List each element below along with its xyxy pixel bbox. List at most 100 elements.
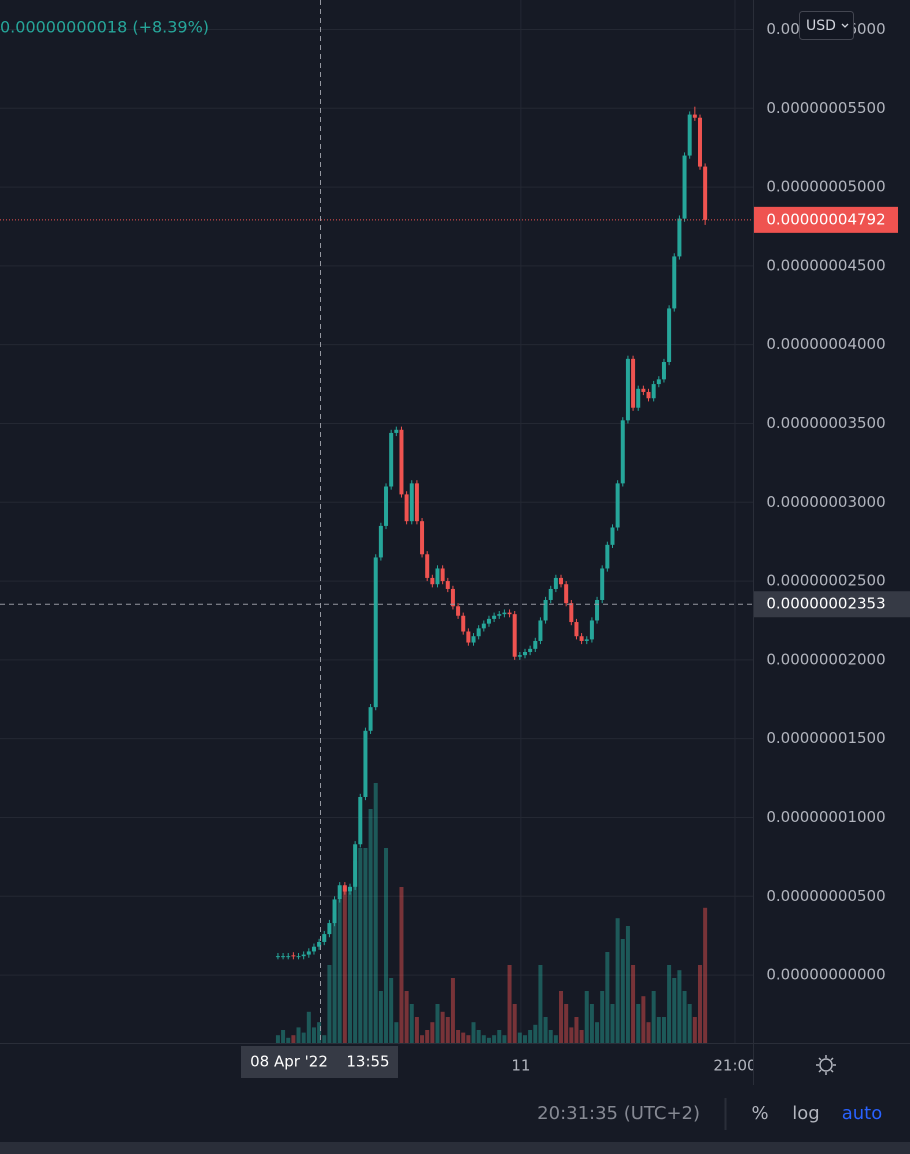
y-tick-label: 0.00000002500 bbox=[766, 572, 885, 590]
currency-chevron[interactable] bbox=[841, 23, 849, 28]
candle-body bbox=[682, 155, 687, 219]
settings-gear[interactable] bbox=[816, 1055, 836, 1075]
candle-body bbox=[456, 606, 461, 616]
volume-bar bbox=[440, 1011, 445, 1043]
volume-bar bbox=[507, 965, 512, 1043]
candle-body bbox=[687, 114, 692, 156]
candle-body bbox=[384, 486, 389, 526]
candle-body bbox=[667, 308, 672, 363]
y-tick-label: 0.00000004500 bbox=[766, 256, 885, 274]
volume-bar bbox=[548, 1030, 553, 1043]
candle-body bbox=[461, 615, 466, 632]
x-tick-label: 21:00 bbox=[713, 1057, 756, 1075]
volume-bar bbox=[306, 1011, 311, 1043]
volume-bar bbox=[517, 1032, 522, 1043]
candle-body bbox=[435, 568, 440, 585]
candle-body bbox=[600, 568, 605, 600]
volume-bar bbox=[677, 970, 682, 1043]
volume-bar bbox=[512, 1004, 517, 1043]
last-price-box bbox=[754, 206, 898, 233]
volume-bar bbox=[332, 913, 337, 1043]
volume-bar bbox=[476, 1030, 481, 1043]
volume-bar bbox=[502, 1035, 507, 1043]
volume-bar bbox=[687, 1004, 692, 1043]
last-price-label: 0.00000004792 bbox=[766, 210, 885, 228]
candle-body bbox=[322, 934, 327, 942]
volume-bar bbox=[559, 991, 564, 1043]
y-tick-label: 0.00000001000 bbox=[766, 808, 885, 826]
log-toggle[interactable]: log bbox=[792, 1103, 819, 1124]
currency-button[interactable]: USD bbox=[799, 11, 854, 40]
candle-body bbox=[445, 581, 450, 589]
gear-ring[interactable] bbox=[819, 1058, 833, 1072]
candle-body bbox=[378, 525, 383, 558]
grid bbox=[0, 0, 753, 1043]
volume-bar bbox=[311, 1027, 316, 1043]
candle-body bbox=[353, 844, 358, 887]
volume-bar bbox=[579, 1030, 584, 1043]
candle-body bbox=[450, 588, 455, 607]
candle-body bbox=[595, 599, 600, 621]
volume-bar bbox=[347, 892, 352, 1043]
candle-body bbox=[641, 388, 646, 392]
crosshair-price-label: 0.00000002353 bbox=[766, 595, 885, 613]
candle-body bbox=[610, 527, 615, 545]
volume-bar bbox=[492, 1035, 497, 1043]
candle-body bbox=[584, 639, 589, 641]
currency-button-box[interactable] bbox=[799, 11, 854, 40]
candle-body bbox=[533, 640, 538, 649]
y-tick-label: 0.00000000500 bbox=[766, 887, 885, 905]
candle-body bbox=[481, 623, 486, 629]
candle-body bbox=[559, 577, 564, 585]
percent-toggle[interactable]: % bbox=[751, 1103, 768, 1124]
volume-bar bbox=[286, 1037, 291, 1043]
volume-bar bbox=[667, 965, 672, 1043]
volume-bar bbox=[281, 1030, 286, 1043]
volume-bar bbox=[450, 978, 455, 1043]
volume-bar bbox=[275, 1035, 280, 1043]
candle-body bbox=[492, 615, 497, 619]
candle-body bbox=[646, 391, 651, 399]
volume-bar bbox=[661, 1017, 666, 1043]
gear-teeth[interactable] bbox=[816, 1055, 836, 1075]
volume-bar bbox=[461, 1032, 466, 1043]
overlay-layer bbox=[0, 0, 753, 1043]
volume-bar bbox=[615, 918, 620, 1043]
volume-bar bbox=[605, 952, 610, 1043]
volume-bar bbox=[301, 1032, 306, 1043]
candle-body bbox=[656, 379, 661, 385]
volume-bar bbox=[656, 1017, 661, 1043]
volume-bar bbox=[589, 1004, 594, 1043]
candle-body bbox=[440, 568, 445, 582]
volume-bar bbox=[651, 991, 656, 1043]
time-axis: 11 21:00 bbox=[511, 1057, 756, 1075]
candle-body bbox=[636, 388, 641, 408]
candle-body bbox=[589, 620, 594, 640]
candle-body bbox=[358, 796, 363, 845]
candle-body bbox=[564, 584, 569, 604]
candle-body bbox=[409, 483, 414, 522]
y-tick-label: 0.00000003500 bbox=[766, 414, 885, 432]
volume-bar bbox=[327, 965, 332, 1043]
volume-bar bbox=[641, 996, 646, 1043]
candle-body bbox=[332, 899, 337, 924]
auto-toggle[interactable]: auto bbox=[842, 1103, 883, 1124]
volume-bar bbox=[342, 887, 347, 1043]
legend-change: 0.00000000018 (+8.39%) bbox=[0, 18, 209, 37]
candle-body bbox=[296, 956, 301, 958]
candle-body bbox=[327, 923, 332, 935]
volume-bar bbox=[564, 1004, 569, 1043]
volume-bar bbox=[692, 1017, 697, 1043]
candle-body bbox=[420, 521, 425, 555]
volume-bar bbox=[672, 978, 677, 1043]
candle-body bbox=[414, 483, 419, 522]
volume-bar bbox=[697, 965, 702, 1043]
volume-bar bbox=[337, 900, 342, 1043]
volume-bar bbox=[394, 1022, 399, 1043]
volume-bar bbox=[481, 1035, 486, 1043]
candle-body bbox=[430, 577, 435, 585]
volume-bar bbox=[291, 1035, 296, 1043]
currency-label[interactable]: USD bbox=[806, 18, 836, 34]
volume-bar bbox=[595, 1022, 600, 1043]
